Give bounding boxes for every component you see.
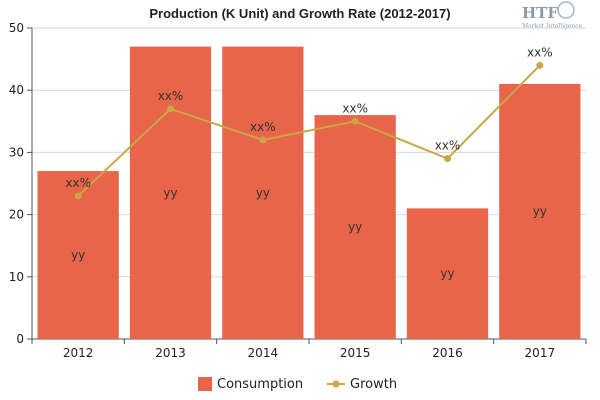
growth-point xyxy=(351,117,359,125)
growth-point xyxy=(167,105,174,113)
x-tick-label: 2013 xyxy=(155,346,186,360)
growth-line xyxy=(77,64,541,197)
growth-label: xx% xyxy=(435,139,461,153)
legend-marker-growth xyxy=(332,380,340,388)
legend: Consumption Growth xyxy=(198,377,397,392)
legend-label-growth: Growth xyxy=(350,377,397,392)
y-tick-label: 50 xyxy=(9,21,24,35)
chart-title: Production (K Unit) and Growth Rate (201… xyxy=(149,6,450,21)
bar xyxy=(222,46,304,339)
bar-label: yy xyxy=(533,204,547,218)
htf-logo: HTF Market Intelligence xyxy=(522,1,583,30)
legend-swatch-consumption xyxy=(198,377,212,391)
y-tick-label: 30 xyxy=(9,145,24,159)
growth-label: xx% xyxy=(250,120,276,134)
x-tick-label: 2012 xyxy=(63,346,94,360)
bar-label: yy xyxy=(348,220,362,234)
bar xyxy=(129,46,212,339)
globe-icon xyxy=(557,1,575,19)
y-tick-label: 0 xyxy=(16,332,24,346)
growth-point xyxy=(74,192,82,200)
legend-label-consumption: Consumption xyxy=(217,377,303,392)
x-tick-label: 2016 xyxy=(432,346,463,360)
bar xyxy=(314,115,396,339)
growth-point xyxy=(444,155,451,163)
growth-line-series: xx% xx% xx% xx% xx% xx% xyxy=(65,45,553,200)
logo-text: HTF xyxy=(522,4,558,22)
y-tick-label: 20 xyxy=(9,208,24,222)
bar xyxy=(499,83,581,339)
growth-label: xx% xyxy=(65,176,91,190)
logo-subtext: Market Intelligence xyxy=(522,23,583,30)
x-tick-label: 2015 xyxy=(340,346,371,360)
growth-point xyxy=(536,61,544,69)
bar-label: yy xyxy=(440,267,454,281)
growth-label: xx% xyxy=(527,45,553,59)
axes: 0 10 20 30 40 50 2012 2013 2014 2015 2016 2017 xyxy=(9,21,587,360)
growth-point xyxy=(259,136,267,144)
x-tick-label: 2014 xyxy=(248,346,279,360)
growth-label: xx% xyxy=(342,101,368,115)
bar-label: yy xyxy=(71,248,85,262)
y-tick-label: 40 xyxy=(9,83,24,97)
growth-label: xx% xyxy=(158,89,184,103)
y-tick-label: 10 xyxy=(9,270,24,284)
bar-label: yy xyxy=(163,186,177,200)
bar xyxy=(406,208,489,339)
bar-label: yy xyxy=(256,186,270,200)
x-tick-label: 2017 xyxy=(525,346,556,360)
